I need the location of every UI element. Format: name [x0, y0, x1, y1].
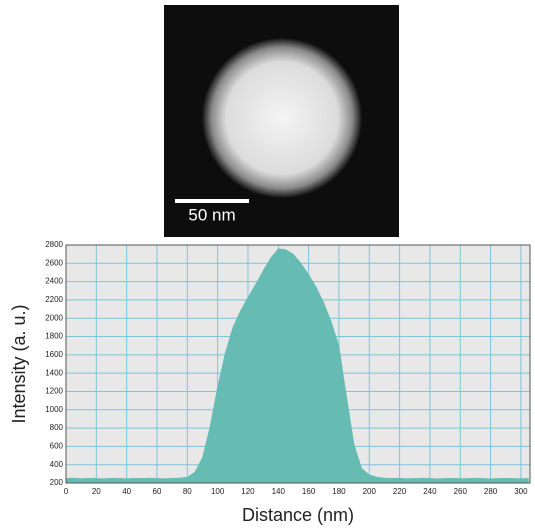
y-tick-label: 800	[50, 423, 64, 432]
x-tick-label: 180	[332, 487, 346, 496]
x-tick-label: 200	[363, 487, 377, 496]
intensity-profile	[65, 248, 529, 484]
x-tick-label: 140	[272, 487, 286, 496]
y-tick-label: 2000	[45, 313, 63, 322]
x-tick-label: 220	[393, 487, 407, 496]
y-tick-label: 2200	[45, 295, 63, 304]
y-tick-label: 600	[50, 441, 64, 450]
x-tick-label: 60	[153, 487, 162, 496]
x-tick-label: 20	[92, 487, 101, 496]
plot-frame	[65, 244, 531, 484]
x-tick-label: 280	[484, 487, 498, 496]
particle	[202, 38, 362, 198]
y-tick-label: 400	[50, 460, 64, 469]
x-tick-label: 240	[423, 487, 437, 496]
x-axis-label: Distance (nm)	[242, 505, 354, 525]
y-tick-label: 1600	[45, 350, 63, 359]
y-tick-label: 2600	[45, 258, 63, 267]
x-tick-label: 300	[514, 487, 528, 496]
y-tick-label: 200	[50, 478, 64, 487]
x-tick-label: 100	[211, 487, 225, 496]
x-tick-label: 260	[454, 487, 468, 496]
y-tick-label: 1000	[45, 405, 63, 414]
y-tick-label: 2400	[45, 277, 63, 286]
y-tick-label: 1800	[45, 332, 63, 341]
scale-bar	[175, 199, 249, 203]
scale-bar-label: 50 nm	[188, 205, 235, 224]
y-tick-label: 2800	[45, 240, 63, 249]
x-tick-label: 80	[183, 487, 192, 496]
x-tick-label: 0	[64, 487, 69, 496]
x-tick-label: 160	[302, 487, 316, 496]
y-tick-label: 1200	[45, 387, 63, 396]
x-tick-label: 40	[122, 487, 131, 496]
y-axis-label: Intensity (a. u.)	[9, 304, 29, 423]
x-tick-label: 120	[241, 487, 255, 496]
y-tick-label: 1400	[45, 368, 63, 377]
